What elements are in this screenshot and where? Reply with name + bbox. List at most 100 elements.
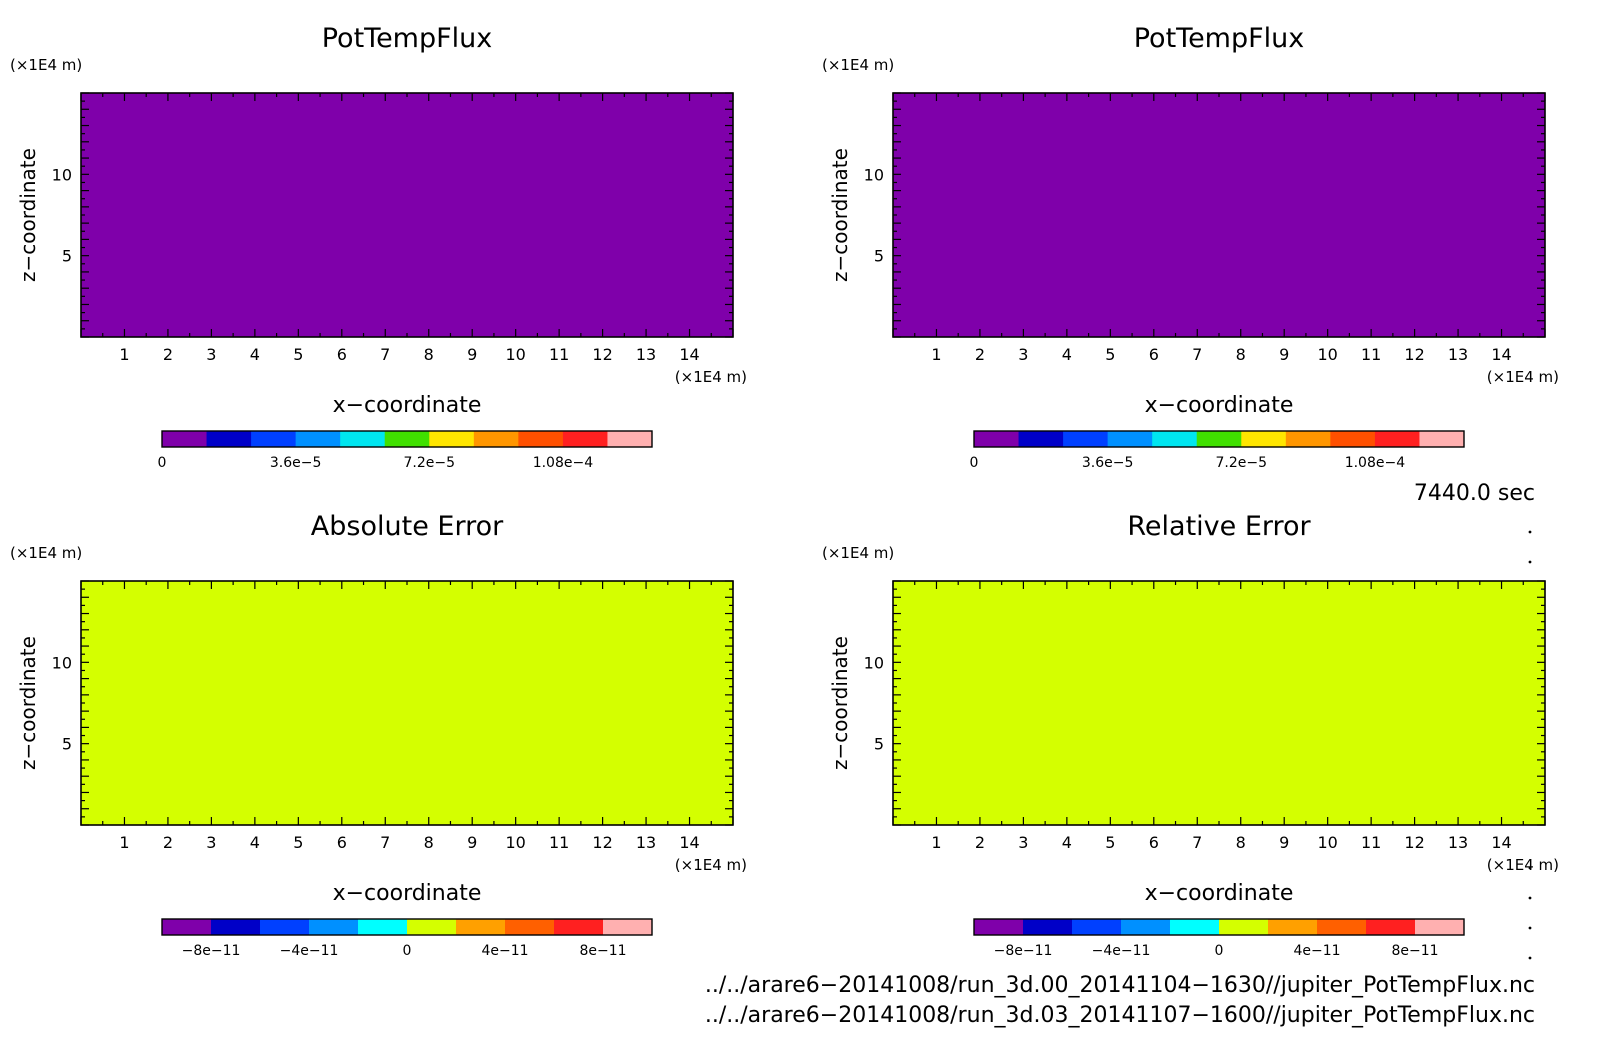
- colorbar-segment: [309, 919, 359, 935]
- x-tick-label: 8: [1236, 345, 1246, 364]
- chart-title: PotTempFlux: [1134, 23, 1305, 54]
- x-tick-label: 4: [1062, 345, 1072, 364]
- x-tick-label: 10: [1317, 345, 1337, 364]
- x-tick-label: 1: [931, 345, 941, 364]
- y-axis-label: z−coordinate: [16, 148, 40, 282]
- x-unit-label: (×1E4 m): [1487, 368, 1559, 386]
- colorbar-tick-label: 3.6e−5: [1082, 455, 1134, 471]
- colorbar-tick-label: 4e−11: [481, 943, 528, 959]
- x-tick-label: 10: [1317, 833, 1337, 852]
- x-axis-label: x−coordinate: [333, 881, 482, 906]
- colorbar-segment: [562, 431, 608, 447]
- x-tick-label: 7: [380, 345, 390, 364]
- colorbar-segment: [974, 431, 1020, 447]
- x-tick-label: 8: [1236, 833, 1246, 852]
- colorbar-segment: [554, 919, 604, 935]
- panel-2: PotTempFlux(×1E4 m)1 2 3 4 5 6 7 8 9 10 11 12 13 1451…: [822, 23, 1559, 471]
- y-axis-label: z−coordinate: [828, 148, 852, 282]
- panel-1: PotTempFlux(×1E4 m)1 2 3 4 5 6 7 8 9 10 11 12 13 1451…: [10, 23, 747, 471]
- colorbar-segment: [251, 431, 297, 447]
- colorbar-segment: [607, 431, 653, 447]
- y-tick-label: 10: [864, 653, 884, 672]
- colorbar-tick-label: 0: [1215, 943, 1224, 959]
- colorbar-segment: [456, 919, 506, 935]
- x-tick-label: 1: [119, 833, 129, 852]
- colorbar-tick-label: −4e−11: [1092, 943, 1151, 959]
- colorbar-segment: [1072, 919, 1122, 935]
- colorbar-segment: [1415, 919, 1465, 935]
- x-unit-label: (×1E4 m): [675, 856, 747, 874]
- x-tick-label: 4: [1062, 833, 1072, 852]
- colorbar-segment: [603, 919, 653, 935]
- colorbar-segment: [974, 919, 1024, 935]
- x-tick-label: 7: [1192, 833, 1202, 852]
- colorbar-tick-label: −8e−11: [182, 943, 241, 959]
- x-tick-label: 13: [1448, 345, 1468, 364]
- x-tick-label: 9: [1279, 833, 1289, 852]
- x-tick-label: 4: [250, 833, 260, 852]
- colorbar-segment: [505, 919, 555, 935]
- colorbar-tick-label: 0: [970, 455, 979, 471]
- colorbar-segment: [211, 919, 261, 935]
- x-axis-label: x−coordinate: [1145, 393, 1294, 418]
- x-tick-label: 13: [636, 345, 656, 364]
- colorbar-tick-label: 0: [403, 943, 412, 959]
- y-unit-label: (×1E4 m): [10, 544, 82, 562]
- colorbar-tick-label: 3.6e−5: [270, 455, 322, 471]
- colorbar-segment: [1317, 919, 1367, 935]
- x-tick-label: 4: [250, 345, 260, 364]
- file-path-2: ../../arare6−20141008/run_3d.03_20141107…: [705, 1003, 1535, 1028]
- x-tick-label: 3: [1018, 345, 1028, 364]
- y-axis-label: z−coordinate: [828, 636, 852, 770]
- colorbar-tick-label: 7.2e−5: [1216, 455, 1268, 471]
- x-tick-label: 14: [1491, 833, 1511, 852]
- panel-3: Absolute Error(×1E4 m)1 2 3 4 5 6 7 8 9 10 11 12 13 1…: [10, 511, 747, 959]
- colorbar-frame: [973, 918, 1465, 936]
- x-unit-label: (×1E4 m): [1487, 856, 1559, 874]
- x-tick-label: 8: [424, 345, 434, 364]
- colorbar-segment: [384, 431, 430, 447]
- colorbar-segment: [1170, 919, 1220, 935]
- x-tick-label: 5: [293, 345, 303, 364]
- x-tick-label: 12: [1404, 345, 1424, 364]
- colorbar-segment: [518, 431, 564, 447]
- x-tick-label: 9: [467, 833, 477, 852]
- x-axis-label: x−coordinate: [1145, 881, 1294, 906]
- colorbar-segment: [407, 919, 457, 935]
- colorbar-segment: [295, 431, 341, 447]
- x-tick-label: 14: [679, 833, 699, 852]
- colorbar-frame: [973, 430, 1465, 448]
- x-tick-label: 6: [337, 345, 347, 364]
- colorbar-tick-label: 7.2e−5: [404, 455, 456, 471]
- y-tick-label: 5: [874, 247, 884, 266]
- colorbar-segment: [1023, 919, 1073, 935]
- x-tick-label: 7: [1192, 345, 1202, 364]
- x-tick-label: 3: [206, 833, 216, 852]
- colorbar-segment: [1268, 919, 1318, 935]
- colorbar-tick-label: 0: [158, 455, 167, 471]
- x-tick-label: 10: [505, 345, 525, 364]
- colorbar-segment: [162, 431, 208, 447]
- colorbar-tick-label: 1.08e−4: [533, 455, 594, 471]
- y-unit-label: (×1E4 m): [822, 56, 894, 74]
- x-tick-label: 12: [1404, 833, 1424, 852]
- colorbar-segment: [1241, 431, 1287, 447]
- chart-title: Absolute Error: [311, 511, 504, 542]
- x-tick-label: 5: [1105, 345, 1115, 364]
- colorbar-segment: [1419, 431, 1465, 447]
- colorbar-segment: [473, 431, 519, 447]
- x-tick-label: 2: [163, 833, 173, 852]
- x-tick-label: 2: [975, 833, 985, 852]
- heatmap-field: [81, 581, 733, 825]
- colorbar-tick-label: −8e−11: [994, 943, 1053, 959]
- x-tick-label: 10: [505, 833, 525, 852]
- colorbar-segment: [162, 919, 212, 935]
- x-tick-label: 9: [1279, 345, 1289, 364]
- x-tick-label: 14: [1491, 345, 1511, 364]
- heatmap-field: [893, 93, 1545, 337]
- x-tick-label: 2: [163, 345, 173, 364]
- y-axis-label: z−coordinate: [16, 636, 40, 770]
- x-tick-label: 6: [1149, 345, 1159, 364]
- x-tick-label: 12: [592, 345, 612, 364]
